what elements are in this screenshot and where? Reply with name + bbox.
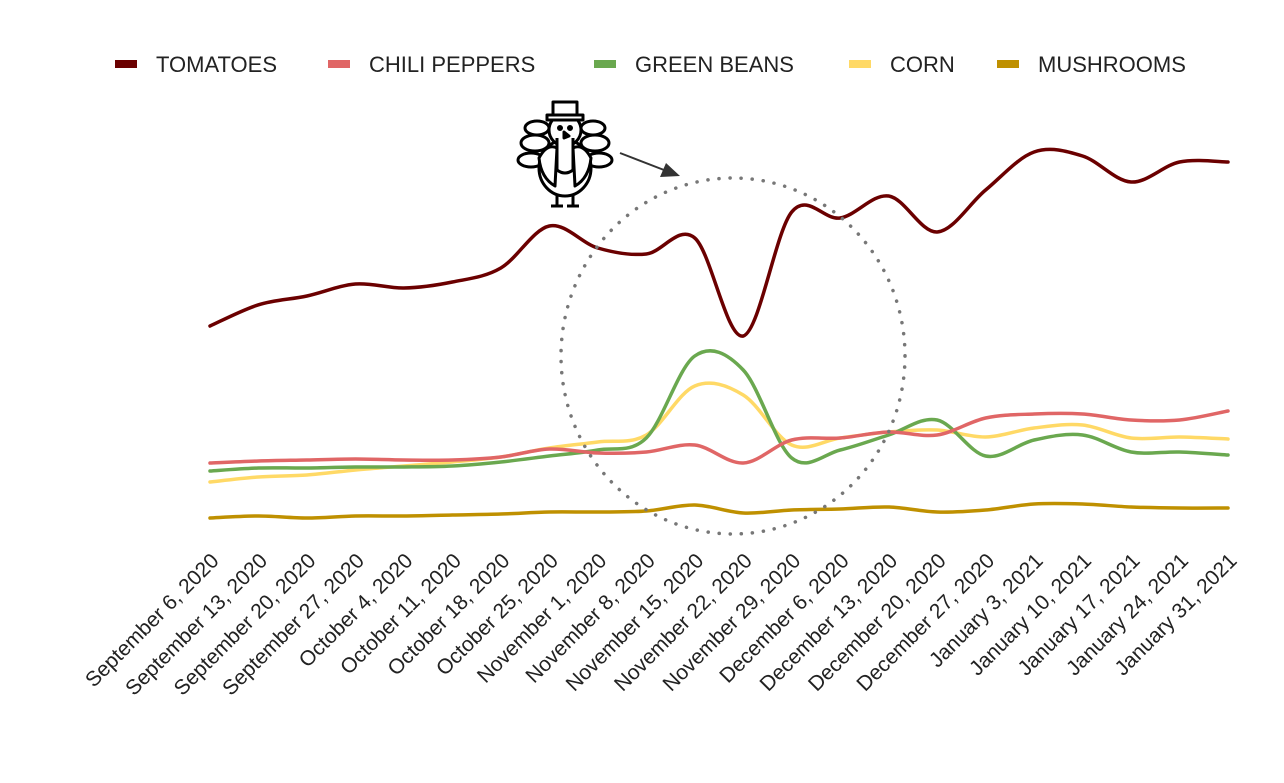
series-line-green-beans: [208, 349, 1230, 473]
legend-item: MUSHROOMS: [997, 52, 1186, 77]
highlight-dotted-circle: [559, 176, 907, 536]
legend-swatch: [328, 60, 350, 68]
series-line-tomatoes: [208, 147, 1230, 338]
legend-label: GREEN BEANS: [635, 52, 794, 77]
legend-label: CHILI PEPPERS: [369, 52, 535, 77]
legend-swatch: [997, 60, 1019, 68]
legend-item: CORN: [849, 52, 955, 77]
legend-swatch: [115, 60, 137, 68]
legend-label: TOMATOES: [156, 52, 277, 77]
legend-label: MUSHROOMS: [1038, 52, 1186, 77]
legend: TOMATOES CHILI PEPPERS GREEN BEANS CORN MUSH…: [115, 52, 1186, 77]
series-line-mushrooms: [208, 501, 1230, 520]
legend-item: TOMATOES: [115, 52, 277, 77]
legend-label: CORN: [890, 52, 955, 77]
series-lines: [208, 147, 1230, 520]
legend-item: GREEN BEANS: [594, 52, 794, 77]
legend-swatch: [849, 60, 871, 68]
turkey-icon: [516, 100, 614, 208]
series-line-chili-peppers: [208, 409, 1230, 465]
legend-item: CHILI PEPPERS: [328, 52, 535, 77]
legend-swatch: [594, 60, 616, 68]
annotation-arrow: [619, 152, 680, 177]
